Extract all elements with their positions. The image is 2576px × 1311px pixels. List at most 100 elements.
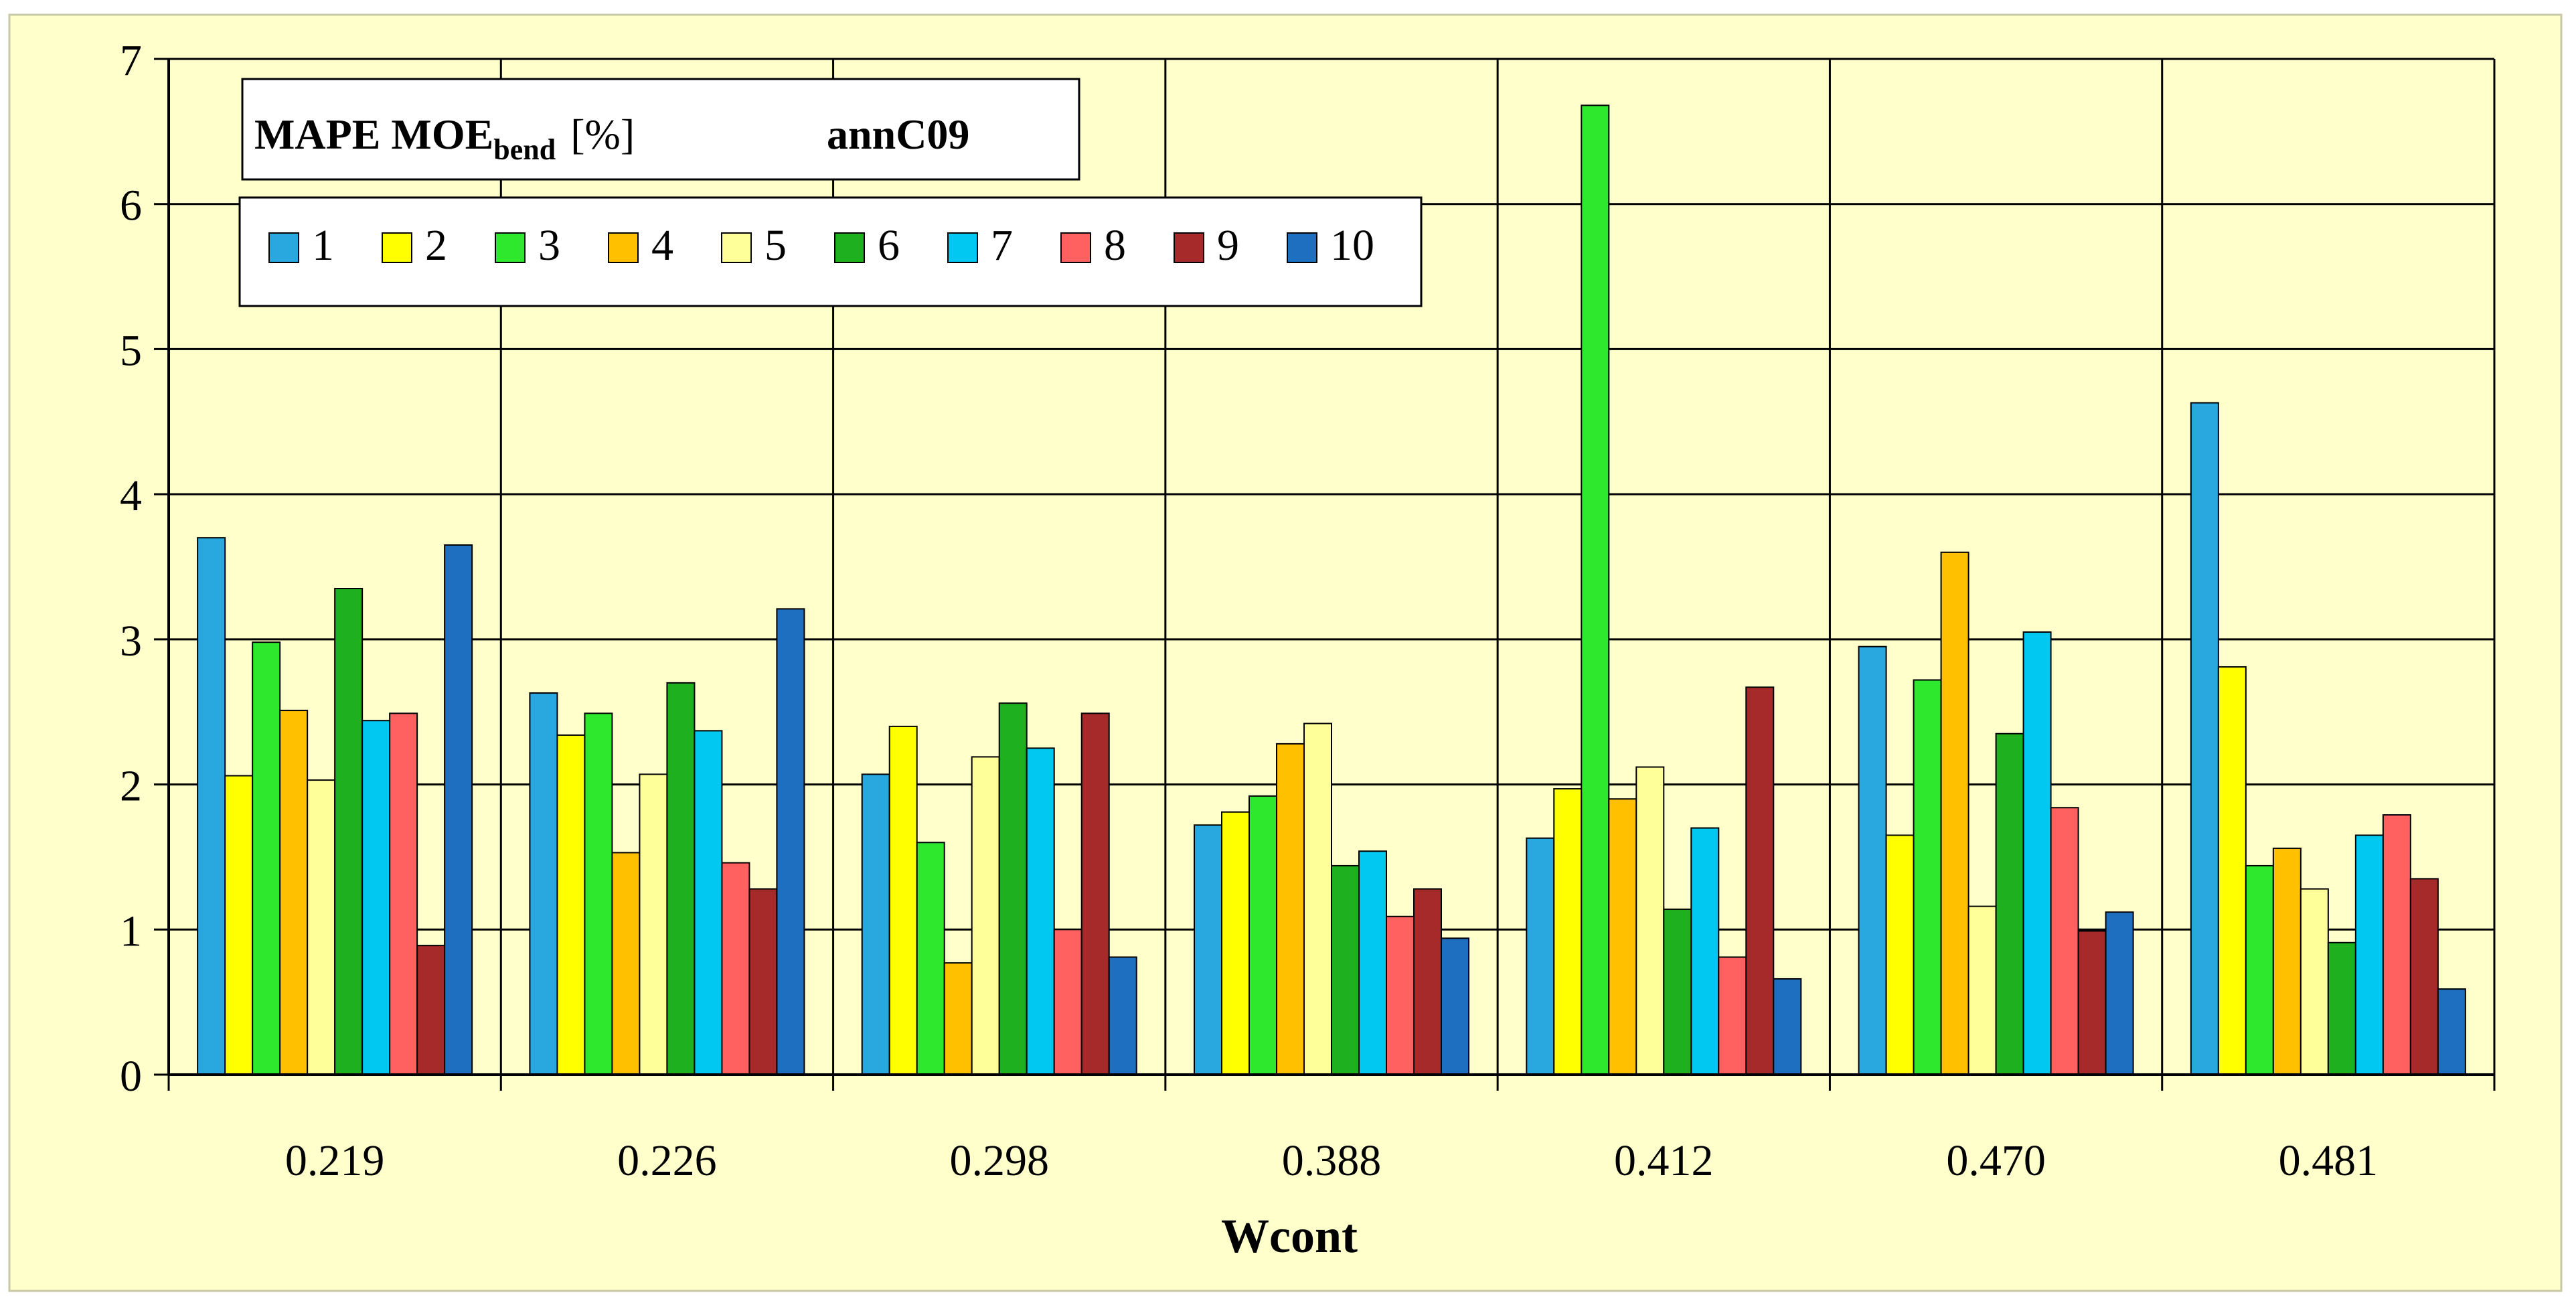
bar-series-7-0.470 — [2022, 631, 2052, 1075]
x-tick-label: 0.388 — [1282, 1136, 1382, 1185]
bar-series-6-0.470 — [1995, 732, 2024, 1075]
bar-series-10-0.298 — [1108, 956, 1137, 1075]
bar-series-9-0.481 — [2409, 878, 2439, 1075]
bar-series-1-0.388 — [1194, 824, 1222, 1076]
bar-series-7-0.388 — [1358, 850, 1387, 1075]
bar-series-2-0.481 — [2217, 666, 2247, 1075]
bars-layer — [197, 104, 2466, 1076]
legend-label-3: 3 — [538, 221, 560, 270]
y-tick-label: 5 — [120, 326, 142, 375]
bar-series-9-0.470 — [2077, 930, 2107, 1076]
bar-series-6-0.226 — [666, 682, 696, 1075]
bar-series-5-0.470 — [1967, 905, 1997, 1076]
legend-swatch-8 — [1060, 232, 1091, 263]
bar-series-7-0.481 — [2354, 834, 2384, 1075]
chart-title-subscript: bend — [493, 133, 556, 166]
chart-title: MAPE MOEbend [%] — [254, 110, 635, 166]
axes-layer — [154, 58, 2496, 1091]
legend-swatch-7 — [947, 232, 978, 263]
bar-series-7-0.298 — [1026, 747, 1055, 1075]
legend-label-4: 4 — [651, 221, 673, 270]
legend-frame — [238, 196, 1423, 307]
tick-labels: 0 1 2 3 4 5 6 7 0.219 0.226 0.298 0.388 0.412 0.470 0.… — [120, 36, 2378, 1185]
bar-series-9-0.388 — [1413, 888, 1442, 1075]
bar-series-5-0.298 — [971, 756, 1000, 1076]
legend-label-6: 6 — [878, 221, 900, 270]
bar-series-9-0.219 — [416, 945, 446, 1075]
bar-series-4-0.219 — [279, 710, 309, 1075]
bar-series-7-0.219 — [361, 720, 391, 1075]
legend: 1 2 3 4 5 6 7 8 9 10 — [238, 196, 1423, 307]
bar-series-1-0.219 — [197, 537, 226, 1075]
bar-series-2-0.412 — [1553, 788, 1583, 1076]
legend-swatch-10 — [1287, 232, 1317, 263]
legend-swatch-2 — [382, 232, 412, 263]
chart-title-unit: [%] — [570, 110, 635, 158]
bar-series-8-0.470 — [2050, 807, 2079, 1075]
bar-series-5-0.388 — [1303, 722, 1332, 1075]
bar-series-1-0.298 — [861, 773, 890, 1076]
x-tick-label: 0.412 — [1614, 1136, 1714, 1185]
bar-series-2-0.388 — [1221, 811, 1250, 1076]
bar-series-4-0.226 — [611, 852, 641, 1075]
model-name: annC09 — [827, 110, 969, 158]
bar-series-8-0.481 — [2382, 814, 2411, 1075]
bar-series-5-0.219 — [307, 779, 336, 1075]
y-tick-label: 6 — [120, 181, 142, 230]
bar-series-8-0.412 — [1718, 956, 1747, 1075]
legend-label-7: 7 — [991, 221, 1013, 270]
bar-series-1-0.481 — [2190, 402, 2219, 1075]
bar-series-3-0.470 — [1913, 679, 1942, 1075]
legend-label-2: 2 — [425, 221, 447, 270]
bar-series-6-0.388 — [1331, 864, 1360, 1075]
bar-series-4-0.470 — [1940, 551, 1969, 1075]
x-tick-label: 0.298 — [949, 1136, 1049, 1185]
legend-swatch-6 — [834, 232, 865, 263]
bar-series-5-0.412 — [1635, 766, 1665, 1075]
bar-series-10-0.481 — [2437, 988, 2466, 1075]
title-box: MAPE MOEbend [%] annC09 — [241, 78, 1080, 181]
bar-series-7-0.226 — [694, 730, 723, 1075]
y-tick-label: 1 — [120, 907, 142, 955]
bar-series-3-0.388 — [1249, 795, 1277, 1075]
bar-series-7-0.412 — [1690, 827, 1720, 1075]
bar-series-6-0.298 — [998, 702, 1028, 1075]
bar-series-3-0.226 — [584, 712, 613, 1076]
bar-series-3-0.219 — [252, 641, 281, 1075]
legend-swatch-3 — [495, 232, 526, 263]
bar-series-4-0.481 — [2272, 847, 2302, 1075]
legend-label-9: 9 — [1217, 221, 1239, 270]
legend-swatch-9 — [1174, 232, 1204, 263]
bar-series-8-0.298 — [1053, 929, 1082, 1076]
bar-series-3-0.412 — [1581, 104, 1610, 1076]
y-tick-label: 0 — [120, 1052, 142, 1101]
legend-swatch-1 — [268, 232, 299, 263]
bar-series-10-0.470 — [2105, 911, 2134, 1076]
legend-swatch-5 — [721, 232, 752, 263]
legend-label-5: 5 — [764, 221, 787, 270]
bar-series-2-0.226 — [556, 734, 586, 1075]
bar-series-9-0.226 — [748, 888, 778, 1075]
bar-series-8-0.388 — [1386, 915, 1415, 1075]
y-tick-label: 2 — [120, 762, 142, 811]
legend-label-10: 10 — [1330, 221, 1374, 270]
bar-series-10-0.412 — [1773, 978, 1802, 1076]
bar-series-1-0.412 — [1526, 837, 1555, 1076]
y-tick-label: 4 — [120, 471, 142, 520]
bar-series-1-0.226 — [529, 692, 558, 1075]
bar-series-9-0.412 — [1745, 686, 1775, 1075]
bar-series-3-0.298 — [916, 842, 945, 1076]
bar-series-2-0.298 — [888, 725, 918, 1075]
y-tick-label: 7 — [120, 36, 142, 85]
x-tick-label: 0.226 — [617, 1136, 717, 1185]
legend-label-1: 1 — [312, 221, 334, 270]
bar-series-4-0.388 — [1276, 743, 1305, 1076]
bar-series-6-0.481 — [2327, 941, 2356, 1076]
x-tick-label: 0.470 — [1946, 1136, 2046, 1185]
bar-series-10-0.219 — [444, 544, 473, 1075]
x-tick-label: 0.219 — [285, 1136, 385, 1185]
bar-series-6-0.412 — [1663, 908, 1692, 1075]
bar-series-9-0.298 — [1080, 712, 1110, 1076]
